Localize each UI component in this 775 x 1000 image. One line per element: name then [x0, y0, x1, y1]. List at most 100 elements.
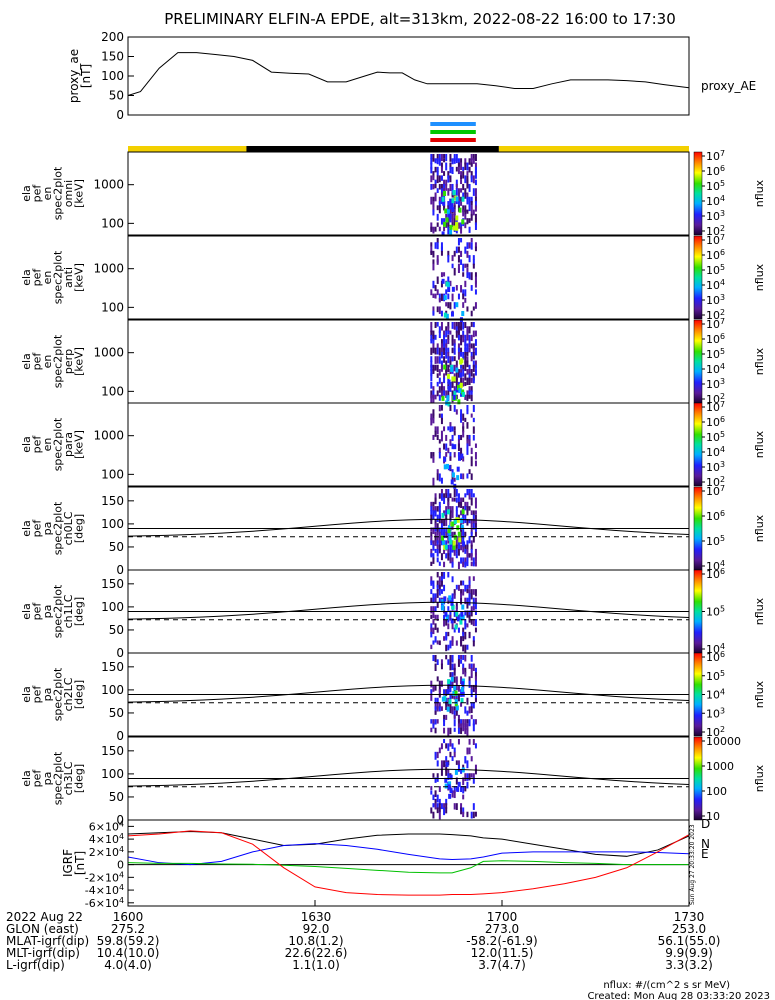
- spectrogram-cell: [438, 536, 441, 544]
- spectrogram-cell: [449, 655, 452, 660]
- spectrogram-cell: [432, 510, 435, 516]
- colorbar-tick-label: 103: [706, 293, 725, 307]
- colorbar-label: nflux: [753, 514, 766, 542]
- spectrogram-cell: [464, 531, 467, 537]
- spectrogram-cell: [457, 719, 460, 727]
- spectrogram-core-cell: [447, 465, 451, 471]
- spectrogram-cell: [466, 443, 469, 449]
- ephemeris-value: 1730: [674, 910, 705, 924]
- spectrogram-cell: [451, 158, 454, 165]
- spectrogram-cell: [468, 205, 471, 212]
- spectrogram-core-cell: [449, 788, 453, 794]
- spectrogram-cell: [462, 663, 465, 671]
- spectrogram-cell: [474, 280, 477, 288]
- spectrogram-cell: [434, 158, 437, 164]
- spectrogram-cell: [455, 326, 458, 334]
- spectrogram-cell: [434, 322, 437, 329]
- colorbar-tick-label: 105: [706, 347, 725, 361]
- colorbar-tick-label: 10: [706, 810, 720, 823]
- igrf-series-line: [128, 830, 689, 896]
- spectrogram-cell: [432, 811, 435, 819]
- spectrogram-cell: [434, 663, 437, 671]
- colorbar-tick-label: 104: [706, 362, 725, 376]
- spectrogram-cell: [443, 192, 446, 201]
- spectrogram-cell: [470, 493, 473, 498]
- spectrogram-cell: [474, 272, 477, 278]
- spectrogram-core-cell: [450, 600, 454, 606]
- spectrogram-cell: [432, 456, 435, 463]
- spectrogram-cell: [434, 803, 437, 810]
- spectrogram-cell: [449, 506, 452, 513]
- spectrogram-cell: [434, 706, 437, 714]
- ephemeris-value: 10.8(1.2): [288, 934, 343, 948]
- spectrogram-cell: [472, 417, 475, 423]
- spectrogram-cell: [430, 727, 433, 733]
- spectrogram-cell: [466, 183, 469, 189]
- spectrogram-cell: [447, 334, 450, 341]
- spectrogram-cell: [434, 606, 437, 612]
- spectrogram-cell: [462, 627, 465, 635]
- spectrogram-core-cell: [459, 372, 463, 378]
- spectrogram-cell: [445, 302, 448, 307]
- spectrogram-cell: [438, 330, 441, 338]
- spectrogram-cell: [457, 514, 460, 520]
- spectrogram-cell: [438, 561, 441, 566]
- spectrogram-cell: [474, 171, 477, 179]
- spectrogram-cell: [474, 689, 477, 695]
- spectrogram-cell: [438, 405, 441, 412]
- spectrogram-core-cell: [460, 697, 464, 703]
- spectrogram-cell: [474, 557, 477, 562]
- spectrogram-cell: [462, 719, 465, 725]
- spectrogram-cell: [447, 175, 450, 183]
- spectrogram-cell: [443, 619, 446, 627]
- spectrogram-cell: [468, 518, 471, 524]
- spectrogram-cell: [451, 443, 454, 450]
- spectrogram-cell: [445, 697, 448, 706]
- spectrogram-cell: [436, 601, 439, 608]
- spectrogram-core-cell: [446, 706, 450, 712]
- spectrogram-cell: [432, 597, 435, 604]
- spectrogram-cell: [449, 610, 452, 616]
- spectrogram-cell: [430, 518, 433, 525]
- proxy-ae-tick-label: 50: [109, 89, 124, 103]
- spectrogram-cell: [430, 627, 433, 634]
- spectrogram-cell: [462, 322, 465, 330]
- spectrogram-tick-label: 50: [109, 706, 124, 720]
- spectrogram-cell: [449, 684, 452, 693]
- spectrogram-cell: [436, 593, 439, 598]
- spectrogram-core-cell: [445, 313, 449, 319]
- spectrogram-cell: [449, 183, 452, 192]
- spectrogram-cell: [470, 413, 473, 418]
- spectrogram-cell: [432, 306, 435, 315]
- spectrogram-cell: [436, 347, 439, 355]
- spectrogram-cell: [436, 523, 439, 531]
- spectrogram-cell: [443, 760, 446, 768]
- spectrogram-cell: [449, 693, 452, 701]
- spectrogram-cell: [440, 175, 443, 181]
- spectrogram-cell: [449, 706, 452, 714]
- spectrogram-cell: [470, 154, 473, 161]
- spectrogram-cell: [447, 339, 450, 345]
- spectrogram-cell: [464, 280, 467, 288]
- spectrogram-cell: [451, 790, 454, 798]
- spectrogram-cell: [430, 326, 433, 333]
- spectrogram-core-cell: [441, 196, 445, 202]
- spectrogram-ylabel: elapefenspec2plotomni[keV]: [20, 166, 86, 220]
- science-zone-bar: [430, 122, 476, 126]
- spectrogram-cell: [455, 373, 458, 381]
- spectrogram-cell: [474, 166, 477, 174]
- spectrogram-cell: [457, 166, 460, 175]
- spectrogram-core-cell: [457, 399, 461, 405]
- spectrogram-cell: [436, 469, 439, 474]
- spectrogram-cell: [460, 473, 463, 480]
- spectrogram-cell: [466, 561, 469, 567]
- spectrogram-cell: [460, 527, 463, 536]
- spectrogram-cell: [440, 430, 443, 436]
- spectrogram-cell: [438, 680, 441, 687]
- spectrogram-cell: [449, 381, 452, 389]
- colorbar-tick-label: 105: [706, 669, 725, 683]
- colorbar-tick-label: 105: [706, 263, 725, 277]
- spectrogram-cell: [474, 768, 477, 775]
- spectrogram-cell: [460, 326, 463, 331]
